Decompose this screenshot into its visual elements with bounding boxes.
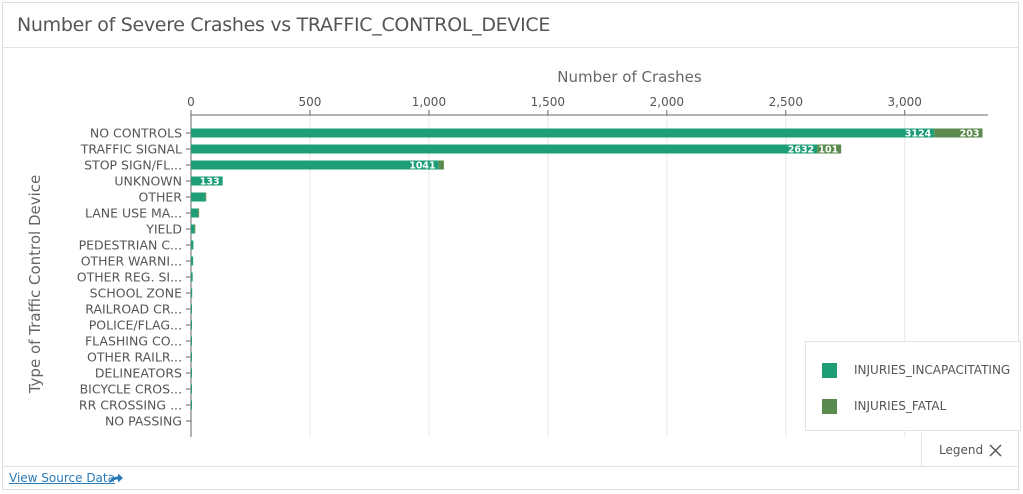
- bar-incapacitating: [191, 128, 935, 138]
- legend-toggle-button[interactable]: Legend: [921, 433, 1021, 466]
- data-label-incapacitating: 2632: [788, 145, 814, 156]
- legend: INJURIES_INCAPACITATING INJURIES_FATAL: [805, 341, 1021, 431]
- y-tick-label: FLASHING CO...: [85, 334, 182, 349]
- page-title: Number of Severe Crashes vs TRAFFIC_CONT…: [17, 14, 551, 36]
- y-tick-label: OTHER WARNI...: [81, 254, 182, 269]
- y-tick-label: SCHOOL ZONE: [90, 286, 182, 301]
- bar-incapacitating: [191, 192, 206, 202]
- bar-incapacitating: [191, 320, 192, 330]
- legend-item-incapacitating[interactable]: INJURIES_INCAPACITATING: [822, 362, 1010, 378]
- x-tick-label: 0: [187, 95, 195, 109]
- close-icon[interactable]: [989, 444, 1002, 457]
- y-tick-label: PEDESTRIAN C...: [79, 238, 182, 253]
- bar-incapacitating: [191, 224, 195, 234]
- bar-fatal: [205, 192, 207, 202]
- bar-incapacitating: [191, 160, 439, 170]
- x-tick-label: 2,000: [650, 95, 684, 109]
- bar-incapacitating: [191, 336, 192, 346]
- data-label-incapacitating: 3124: [905, 129, 932, 140]
- y-tick-label: OTHER RAILR...: [87, 350, 182, 365]
- bar-fatal: [934, 128, 983, 138]
- y-tick-label: YIELD: [145, 222, 182, 237]
- panel-footer: View Source Data: [3, 466, 1018, 491]
- y-tick-label: NO PASSING: [105, 414, 182, 429]
- x-tick-label: 1,000: [412, 95, 446, 109]
- bar-incapacitating: [191, 400, 192, 410]
- y-tick-label: BICYCLE CROS...: [80, 382, 182, 397]
- y-tick-label: POLICE/FLAG...: [89, 318, 182, 333]
- y-axis-title: Type of Traffic Control Device: [26, 175, 44, 395]
- legend-swatch-fatal: [822, 398, 837, 414]
- y-tick-label: OTHER: [139, 190, 183, 205]
- data-label-fatal: 203: [960, 129, 980, 140]
- legend-label-incapacitating: INJURIES_INCAPACITATING: [854, 363, 1011, 377]
- y-tick-label: TRAFFIC SIGNAL: [80, 142, 182, 157]
- x-tick-label: 3,000: [888, 95, 922, 109]
- bar-incapacitating: [191, 208, 199, 218]
- x-tick-label: 1,500: [531, 95, 565, 109]
- bar-incapacitating: [191, 352, 192, 362]
- legend-item-fatal[interactable]: INJURIES_FATAL: [822, 398, 946, 414]
- panel-header: Number of Severe Crashes vs TRAFFIC_CONT…: [3, 3, 1018, 48]
- legend-swatch-incapacitating: [822, 362, 837, 378]
- data-label-incapacitating: 133: [200, 177, 220, 188]
- legend-label-fatal: INJURIES_FATAL: [854, 399, 947, 413]
- bar-chart: 0 500 1,000 1,500 2,000 2,500 3,000 Number of C…: [26, 68, 988, 437]
- bar-fatal: [198, 208, 200, 218]
- bar-incapacitating: [191, 384, 192, 394]
- y-tick-label: LANE USE MA...: [85, 206, 182, 221]
- y-tick-label: OTHER REG. SI...: [77, 270, 182, 285]
- bar-incapacitating: [191, 304, 192, 314]
- y-tick-label: UNKNOWN: [114, 174, 182, 189]
- y-tick-label: DELINEATORS: [95, 366, 182, 381]
- y-tick-label: NO CONTROLS: [90, 126, 182, 141]
- bar-fatal: [194, 224, 196, 234]
- bar-incapacitating: [191, 240, 194, 250]
- x-tick-label: 500: [299, 95, 322, 109]
- data-label-fatal: 101: [818, 145, 838, 156]
- bar-fatal: [817, 144, 842, 154]
- data-label-incapacitating: 1041: [409, 161, 435, 172]
- bar-incapacitating: [191, 368, 192, 378]
- bar-incapacitating: [191, 144, 818, 154]
- bar-incapacitating: [191, 288, 193, 298]
- y-tick-label: RAILROAD CR...: [85, 302, 182, 317]
- y-tick-label: RR CROSSING ...: [79, 398, 182, 413]
- bar-incapacitating: [191, 176, 223, 186]
- bar-fatal: [438, 160, 444, 170]
- y-tick-label: STOP SIGN/FL...: [84, 158, 182, 173]
- view-source-data-link[interactable]: View Source Data: [9, 471, 115, 485]
- bar-incapacitating: [191, 272, 193, 282]
- x-tick-label: 2,500: [769, 95, 803, 109]
- x-axis-title: Number of Crashes: [557, 68, 702, 86]
- share-arrow-icon[interactable]: [108, 472, 124, 486]
- bar-incapacitating: [191, 256, 194, 266]
- legend-toggle-label: Legend: [939, 443, 984, 457]
